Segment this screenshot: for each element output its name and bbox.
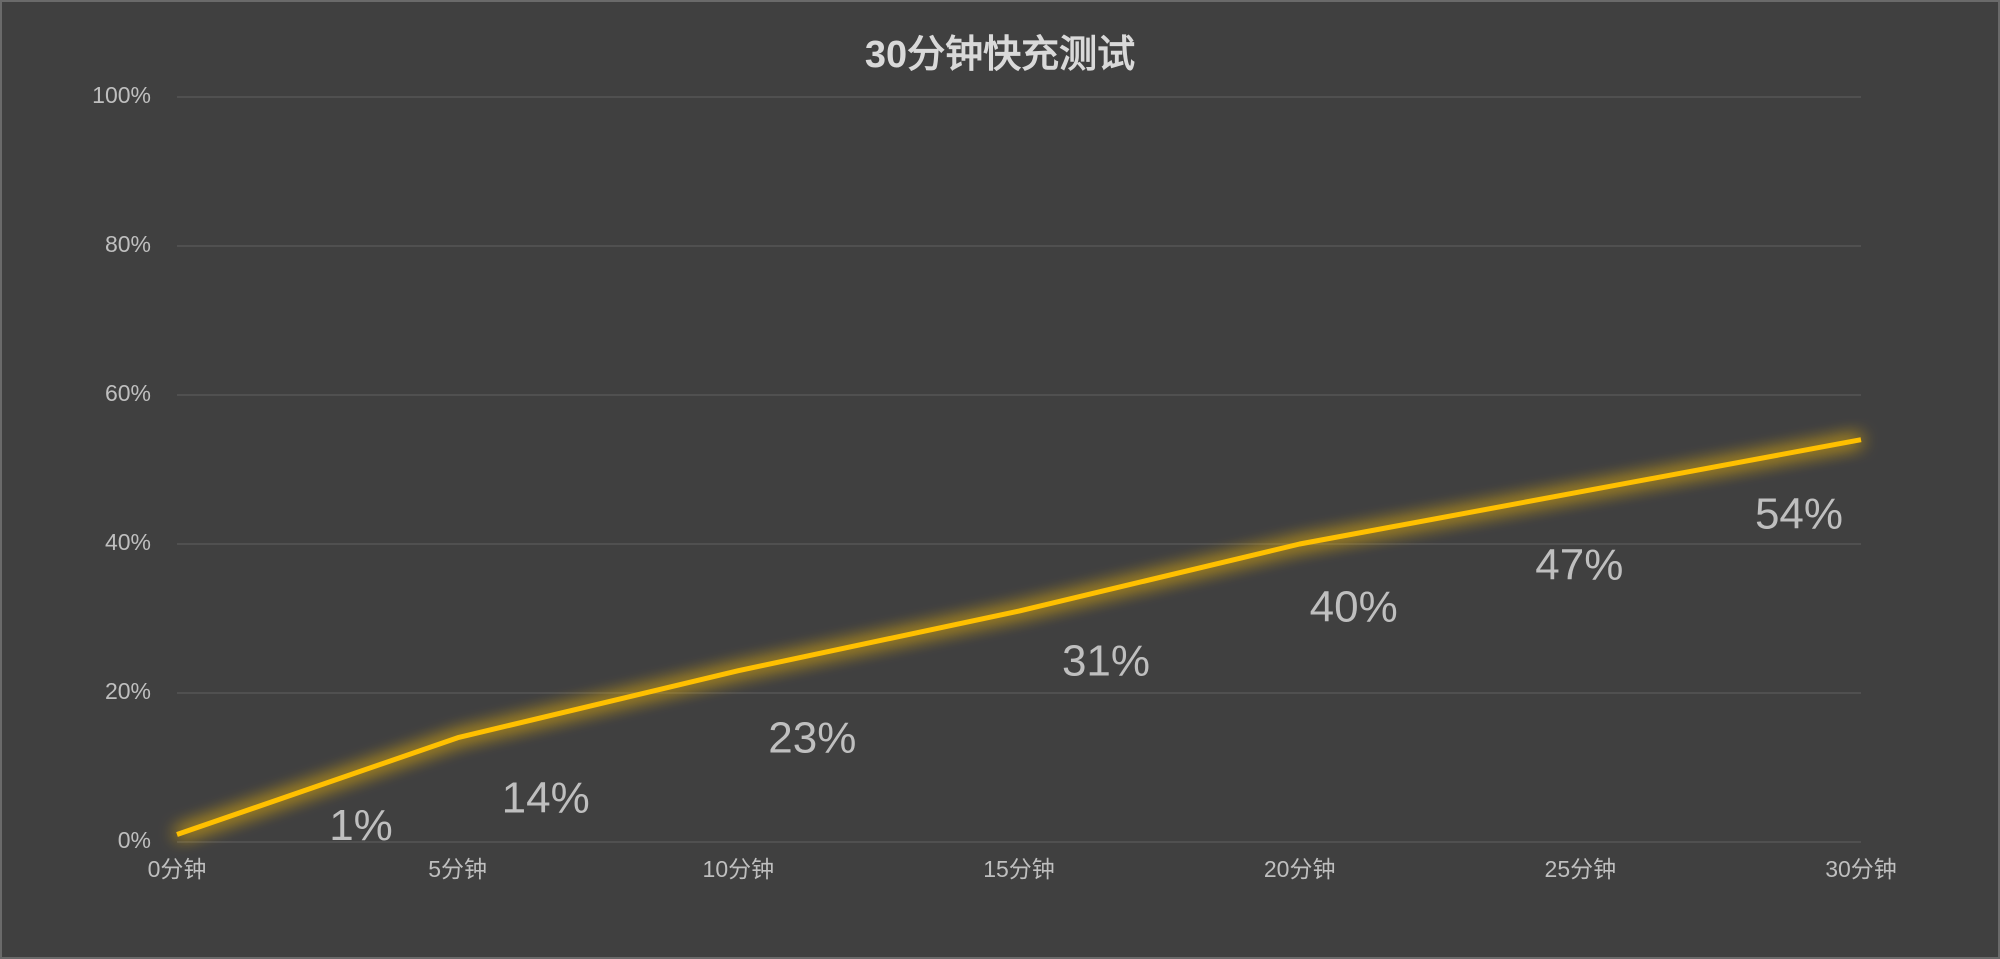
x-tick-label: 0分钟 (148, 856, 207, 882)
y-tick-label: 0% (118, 827, 151, 853)
data-label: 47% (1535, 540, 1623, 589)
x-tick-label: 25分钟 (1545, 856, 1617, 882)
chart-title: 30分钟快充测试 (865, 34, 1135, 76)
x-tick-label: 15分钟 (983, 856, 1055, 882)
data-label: 23% (768, 713, 856, 762)
x-tick-label: 10分钟 (703, 856, 775, 882)
y-tick-label: 80% (105, 231, 151, 257)
y-tick-label: 60% (105, 380, 151, 406)
data-label: 1% (329, 801, 393, 850)
x-tick-label: 20分钟 (1264, 856, 1336, 882)
data-label: 31% (1062, 637, 1150, 686)
data-label: 40% (1310, 583, 1398, 632)
data-label: 54% (1755, 489, 1843, 538)
data-label: 14% (502, 773, 590, 822)
y-tick-label: 100% (92, 82, 151, 108)
data-line (176, 437, 1862, 837)
y-tick-label: 40% (105, 529, 151, 555)
x-tick-label: 5分钟 (428, 856, 487, 882)
x-tick-label: 30分钟 (1825, 856, 1897, 882)
y-tick-label: 20% (105, 678, 151, 704)
